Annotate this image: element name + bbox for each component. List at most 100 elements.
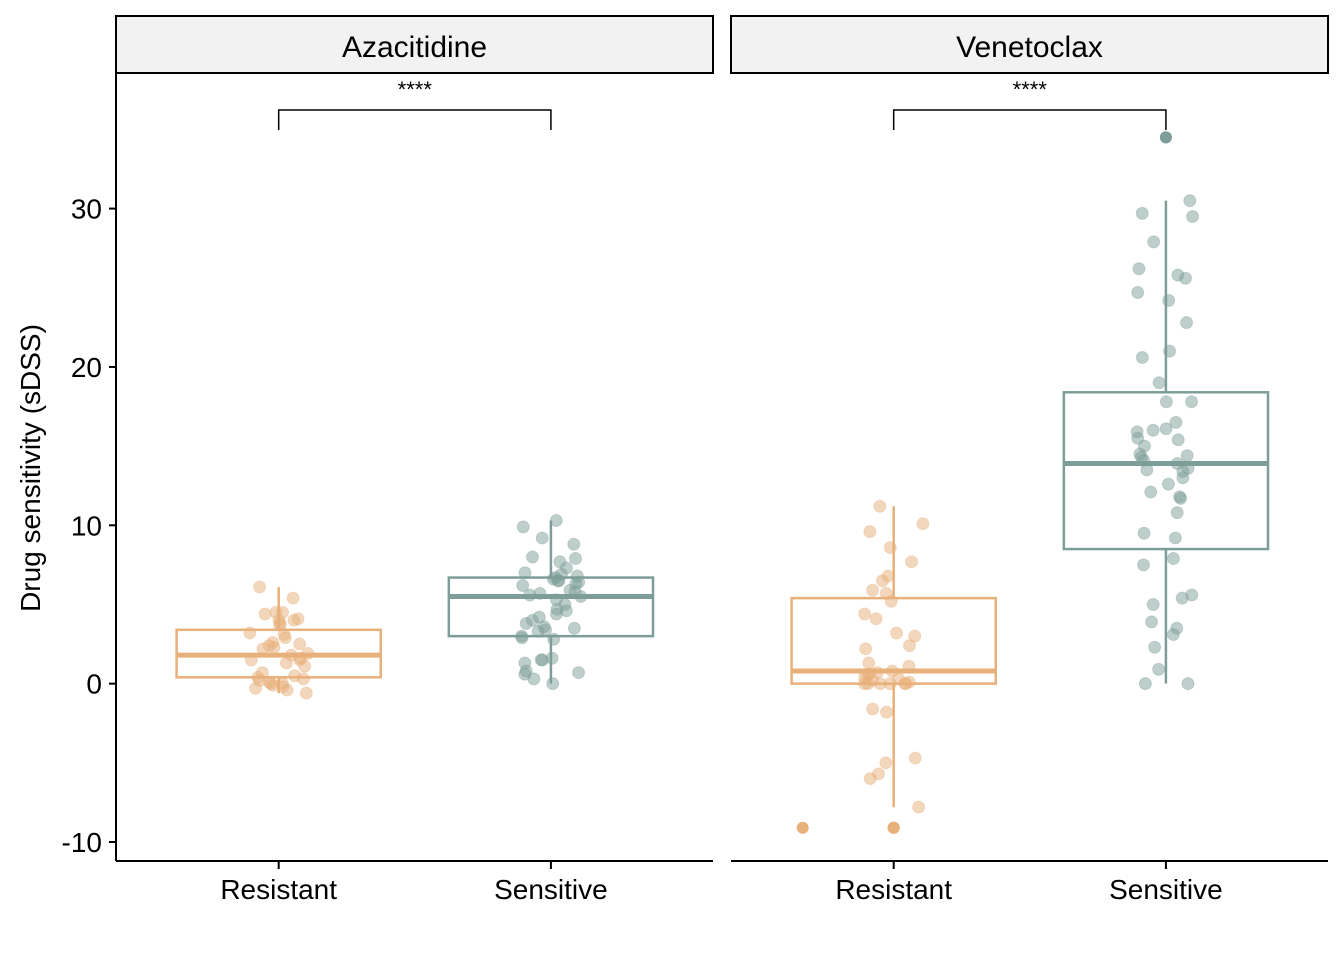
data-point (884, 594, 898, 608)
data-point (863, 772, 877, 786)
data-point (526, 550, 540, 564)
data-point (1174, 491, 1188, 505)
data-point (293, 637, 307, 651)
data-point (546, 677, 560, 691)
data-point (1159, 422, 1173, 436)
data-point (912, 800, 926, 814)
facet-strip (730, 15, 1329, 74)
data-point (523, 588, 537, 602)
data-point (866, 583, 880, 597)
data-point (859, 642, 873, 656)
data-point (916, 517, 930, 531)
data-point (1181, 677, 1195, 691)
data-point (253, 580, 267, 594)
data-point (535, 531, 549, 545)
data-point (1138, 677, 1152, 691)
data-point (567, 537, 581, 551)
facet-panel-1: Venetoclax Resistant Sensitive **** (730, 15, 1329, 905)
data-point (1170, 506, 1184, 520)
data-point (883, 540, 897, 554)
y-tick-label: 10 (71, 510, 102, 541)
facet-strip-label: Venetoclax (956, 31, 1103, 64)
data-point (879, 756, 893, 770)
data-point (531, 624, 545, 638)
data-point (1159, 395, 1173, 409)
data-point (1135, 206, 1149, 220)
outlier-point (796, 821, 809, 834)
data-point (534, 653, 548, 667)
data-point (1179, 271, 1193, 285)
data-point (551, 574, 565, 588)
data-point (908, 629, 922, 643)
data-point (875, 574, 889, 588)
data-point (267, 640, 281, 654)
data-point (1136, 558, 1150, 572)
data-point (1183, 194, 1197, 208)
data-point (1166, 628, 1180, 642)
data-point (1148, 640, 1162, 654)
data-point (1163, 344, 1177, 358)
data-point (869, 612, 883, 626)
significance-bracket (277, 109, 552, 130)
data-point (1146, 597, 1160, 611)
data-point (547, 632, 561, 646)
x-tick-label: Sensitive (1109, 874, 1223, 905)
facet-panels: -10 0 10 20 30 Azacitidine Resistant Sensitive *… (62, 15, 1329, 905)
data-point (1166, 552, 1180, 566)
y-axis-title: Drug sensitivity (sDSS) (15, 324, 46, 612)
data-point (549, 607, 563, 621)
data-point (249, 681, 263, 695)
data-point (1180, 316, 1194, 330)
data-point (858, 607, 872, 621)
data-point (518, 566, 532, 580)
data-point (1131, 431, 1145, 445)
y-tick-label: -10 (62, 827, 102, 858)
data-point (298, 659, 312, 673)
data-point (883, 677, 897, 691)
data-point (863, 525, 877, 539)
data-point (873, 499, 887, 513)
data-point (527, 672, 541, 686)
data-point (1186, 210, 1200, 224)
data-point (1146, 423, 1160, 437)
x-tick-label: Sensitive (494, 874, 608, 905)
data-point (1131, 286, 1145, 300)
data-point (862, 656, 876, 670)
data-point (516, 520, 530, 534)
data-point (1175, 591, 1189, 605)
facet-strip-label: Azacitidine (342, 31, 487, 64)
data-point (1135, 350, 1149, 364)
data-point (567, 621, 581, 635)
data-point (890, 626, 904, 640)
y-tick-label: 30 (71, 194, 102, 225)
x-tick-label: Resistant (835, 874, 952, 905)
data-point (1137, 526, 1151, 540)
box (1062, 391, 1270, 551)
data-point (1180, 449, 1194, 463)
data-point (1132, 262, 1146, 276)
significance-label: **** (398, 77, 433, 102)
data-point (287, 613, 301, 627)
data-point (1169, 415, 1183, 429)
data-point (1168, 531, 1182, 545)
data-point (1147, 235, 1161, 249)
data-point (278, 631, 292, 645)
data-point (902, 659, 916, 673)
data-point (296, 672, 310, 686)
data-point (1152, 662, 1166, 676)
data-point (549, 514, 563, 528)
data-point (1171, 433, 1185, 447)
data-point (1140, 463, 1154, 477)
data-point (1161, 477, 1175, 491)
data-point (866, 702, 880, 716)
data-point (905, 555, 919, 569)
data-point (1152, 376, 1166, 390)
data-point (279, 656, 293, 670)
data-point (1145, 615, 1159, 629)
data-point (879, 705, 893, 719)
significance-label: **** (1013, 77, 1048, 102)
data-point (568, 552, 582, 566)
data-point (858, 677, 872, 691)
data-point (1185, 395, 1199, 409)
